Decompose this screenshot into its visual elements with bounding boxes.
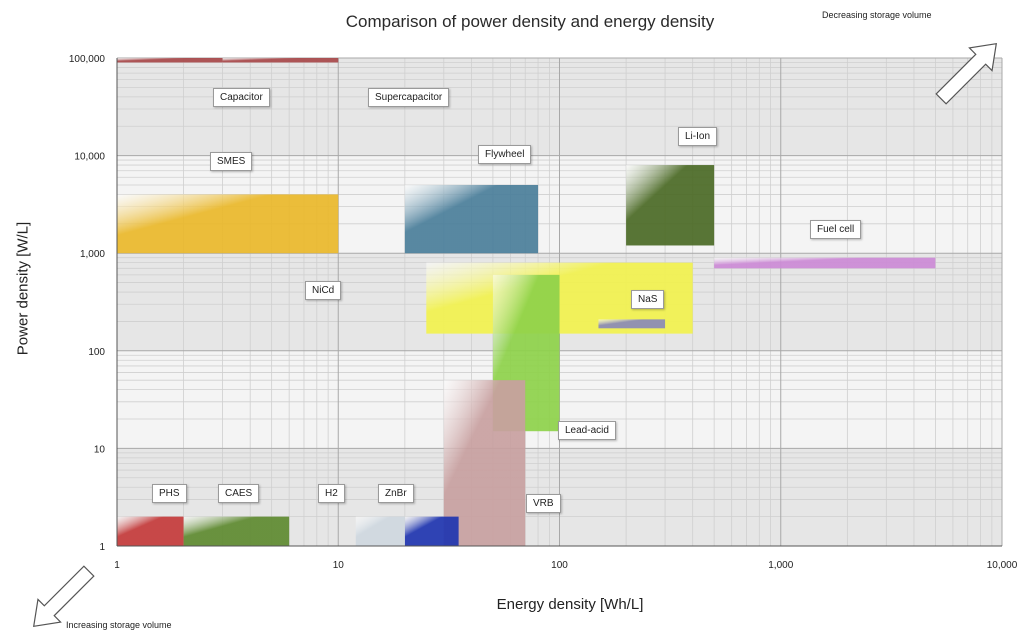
y-tick-label: 10,000 [74,152,105,163]
callout-phs: PHS [152,484,187,503]
region-caes [183,516,290,546]
region-flywheel [404,184,539,254]
x-tick-label: 1,000 [768,560,793,571]
callout-smes: SMES [210,152,253,171]
region-nas [598,319,666,329]
callout-nas: NaS [631,290,665,309]
arrow-down-left-icon [32,565,95,628]
region-li-ion [626,165,715,246]
y-tick-label: 10 [94,444,106,455]
callout-li-ion: Li-Ion [678,127,718,146]
x-tick-label: 100 [551,560,568,571]
y-axis-label: Power density [W/L] [14,221,32,356]
x-tick-label: 10,000 [987,560,1018,571]
callout-flywheel: Flywheel [478,145,532,164]
increasing-volume-label: Increasing storage volume [66,620,172,630]
arrow-up-right-icon [935,42,998,105]
region-fuel-cell [714,257,936,269]
arrow-up-right-icon-shape [935,42,998,105]
callout-nicd: NiCd [305,281,342,300]
region-capacitor [117,58,223,63]
y-tick-label: 100 [88,347,105,358]
x-tick-label: 1 [114,560,120,571]
decreasing-volume-label: Decreasing storage volume [822,10,932,20]
callout-caes: CAES [218,484,260,503]
callout-h2: H2 [318,484,345,503]
y-tick-label: 100,000 [69,54,106,65]
region-znbr [404,516,459,546]
region-h2 [355,516,405,546]
arrow-down-left-icon-shape [32,565,95,628]
callout-supercapacitor: Supercapacitor [368,88,450,107]
callout-vrb: VRB [526,494,561,513]
y-tick-label: 1,000 [80,249,105,260]
callout-lead-acid: Lead-acid [558,421,616,440]
callout-fuel-cell: Fuel cell [810,220,862,239]
region-phs [117,516,184,546]
region-supercapacitor [222,58,339,63]
region-smes [117,194,339,254]
callout-znbr: ZnBr [378,484,414,503]
x-tick-label: 10 [333,560,345,571]
chart-title: Comparison of power density and energy d… [345,12,715,31]
callout-capacitor: Capacitor [213,88,270,107]
x-axis-label: Energy density [Wh/L] [496,596,644,613]
y-tick-label: 1 [99,542,105,553]
